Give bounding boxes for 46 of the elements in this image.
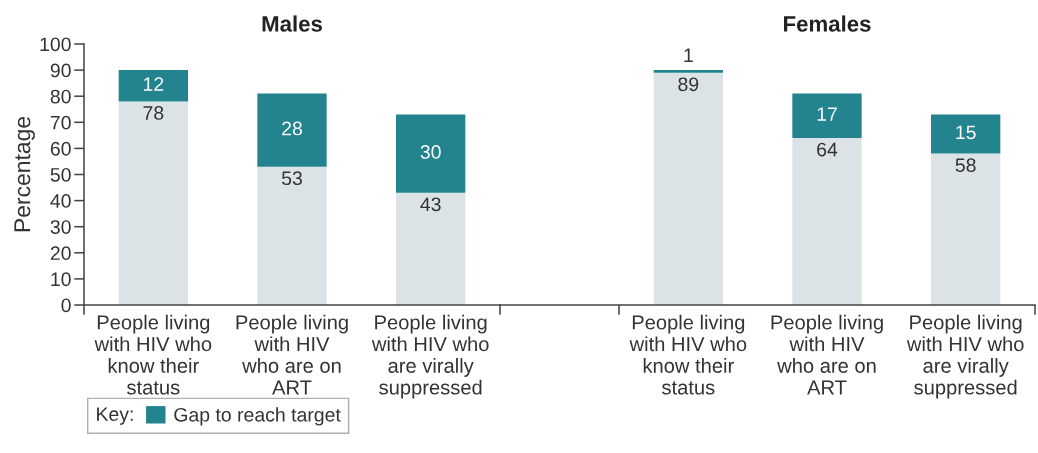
bar [792, 137, 862, 305]
x-tick-label: People living with HIV who are virally suppressed [906, 314, 1024, 399]
y-tick-label: 50 [50, 167, 71, 182]
y-tick-label: 30 [50, 220, 71, 234]
bar [118, 70, 188, 102]
data-label: 28 [282, 121, 302, 136]
y-tick-label: 90 [50, 63, 71, 78]
data-label: 43 [420, 197, 441, 212]
chart-title: Males [262, 15, 322, 32]
bar [396, 114, 466, 193]
x-tick-label: People living with HIV who are virally suppressed [371, 314, 489, 399]
x-tick-label: People living with HIV who know their status [629, 314, 747, 395]
data-label: 15 [956, 125, 976, 140]
bar [257, 93, 327, 167]
y-tick-label: 100 [40, 37, 71, 52]
bar [396, 192, 466, 305]
data-label: 53 [281, 171, 302, 186]
y-tick-label: 20 [50, 246, 71, 261]
y-tick-label: 60 [50, 141, 71, 156]
y-tick-label: 10 [51, 272, 71, 287]
x-tick-label: People living with HIV who know their status [94, 314, 212, 395]
data-label: 12 [144, 77, 164, 91]
bar [792, 93, 862, 138]
y-axis-title: Percentage [14, 116, 35, 232]
data-label: 1 [684, 48, 693, 62]
data-label: 89 [678, 77, 699, 92]
data-label: 64 [817, 142, 838, 157]
legend-title: Key: [97, 407, 133, 425]
y-tick-label: 0 [61, 298, 71, 313]
legend-label: Gap to reach target [174, 407, 341, 426]
data-label: 58 [955, 158, 976, 173]
y-tick-label: 70 [50, 115, 71, 130]
bar [257, 166, 327, 305]
bar [931, 114, 1001, 154]
bar [931, 153, 1001, 305]
data-label: 30 [420, 145, 441, 159]
chart-title: Females [784, 15, 871, 32]
bar [653, 72, 723, 305]
x-tick-label: People living with HIV who are on ART [771, 314, 883, 395]
y-tick-label: 80 [50, 89, 71, 104]
data-label: 78 [143, 106, 164, 120]
data-label: 17 [817, 107, 837, 121]
bar [653, 70, 723, 73]
x-tick-label: People living with HIV who are on ART [236, 314, 348, 395]
bar [118, 101, 188, 305]
y-tick-label: 40 [50, 194, 71, 208]
